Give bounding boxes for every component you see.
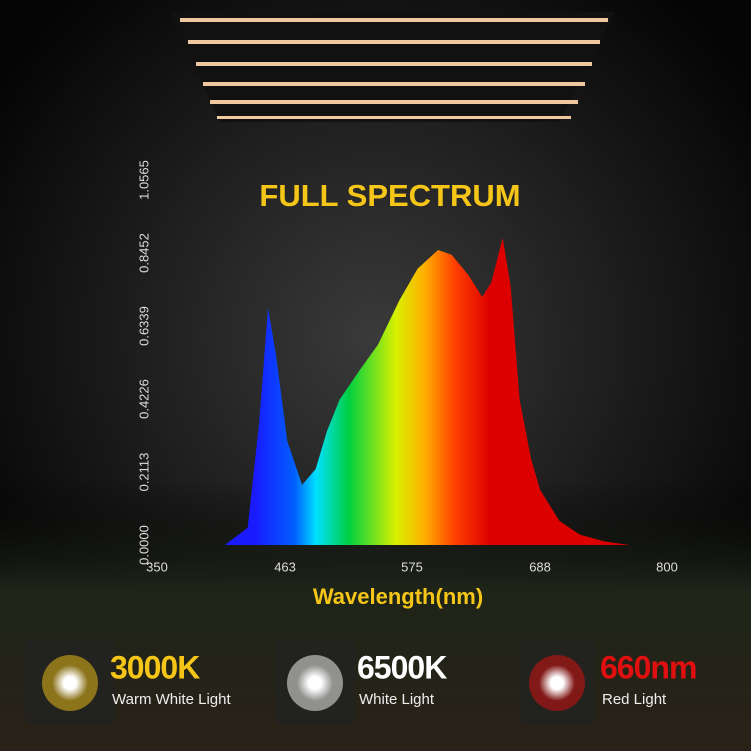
x-tick-label: 575 (401, 559, 423, 574)
light-name: 6500K (357, 649, 447, 685)
x-tick-label: 688 (529, 559, 551, 574)
y-tick-label: 1.0565 (136, 160, 151, 200)
light-bulb (539, 665, 575, 701)
grow-light (170, 12, 615, 122)
y-tick-label: 0.8452 (136, 233, 151, 273)
x-axis-label: Wavelength(nm) (313, 584, 483, 609)
y-tick-label: 0.4226 (136, 379, 151, 419)
light-bulb (297, 665, 333, 701)
chart-title: FULL SPECTRUM (259, 178, 520, 213)
light-description: White Light (359, 691, 435, 708)
light-description: Red Light (602, 691, 667, 708)
x-tick-label: 350 (146, 559, 168, 574)
light-name: 3000K (110, 649, 200, 685)
y-tick-label: 0.2113 (136, 453, 151, 492)
x-tick-label: 800 (656, 559, 678, 574)
light-description: Warm White Light (112, 691, 231, 708)
y-tick-label: 0.0000 (136, 525, 151, 565)
light-bulb (52, 665, 88, 701)
x-tick-label: 463 (274, 559, 296, 574)
y-tick-label: 0.6339 (136, 306, 151, 346)
spectrum-area (225, 237, 630, 545)
light-name: 660nm (600, 649, 696, 685)
